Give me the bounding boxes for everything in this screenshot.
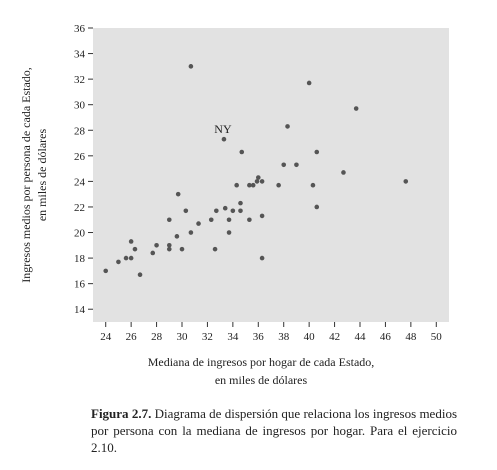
data-point xyxy=(221,136,227,142)
data-point xyxy=(103,268,109,274)
data-point xyxy=(353,106,359,111)
x-axis-title-line-1: Mediana de ingresos por hogar de cada Es… xyxy=(148,355,375,369)
x-tick-label: 30 xyxy=(177,331,189,343)
data-point xyxy=(250,182,256,188)
x-axis-title-line-2: en miles de dólares xyxy=(215,373,308,387)
caption-text: Diagrama de dispersión que relaciona los… xyxy=(91,406,457,455)
y-tick-label: 34 xyxy=(74,49,86,61)
data-point xyxy=(175,191,181,197)
data-point xyxy=(116,259,121,265)
data-point xyxy=(314,149,320,155)
data-point xyxy=(281,162,287,168)
data-point xyxy=(254,179,260,184)
data-point xyxy=(128,255,134,261)
data-point xyxy=(306,80,312,86)
data-point xyxy=(196,221,201,226)
x-tick-label: 42 xyxy=(329,331,340,343)
x-tick-label: 32 xyxy=(202,331,213,343)
y-tick-label: 30 xyxy=(74,100,86,112)
y-axis-title-line-1: Ingresos medios por persona de cada Esta… xyxy=(19,67,33,283)
data-point xyxy=(188,230,194,235)
data-point xyxy=(166,217,172,223)
data-point xyxy=(183,208,189,214)
annotations: NY xyxy=(214,122,232,136)
data-point xyxy=(239,149,245,155)
data-point xyxy=(294,162,299,168)
y-tick-label: 14 xyxy=(74,304,86,316)
data-point xyxy=(259,213,265,219)
data-point xyxy=(226,217,232,223)
y-tick-label: 20 xyxy=(74,228,86,240)
plot-area xyxy=(93,28,449,322)
data-point xyxy=(154,243,159,248)
data-point xyxy=(403,179,409,184)
data-point xyxy=(255,175,261,180)
x-tick-label: 44 xyxy=(355,331,367,343)
data-point xyxy=(314,204,320,210)
x-tick-label: 24 xyxy=(100,331,112,343)
x-tick-label: 34 xyxy=(227,331,239,343)
data-point xyxy=(212,246,218,252)
data-point xyxy=(174,234,180,239)
data-point xyxy=(166,243,172,248)
x-tick-label: 48 xyxy=(405,331,417,343)
data-points xyxy=(103,64,409,278)
data-point xyxy=(230,208,236,214)
data-point xyxy=(247,182,252,188)
data-point xyxy=(259,179,265,184)
y-axis-title-line-2: en miles de dólares xyxy=(35,129,49,222)
y-tick-label: 18 xyxy=(74,253,86,265)
data-point xyxy=(247,217,252,223)
x-tick-label: 36 xyxy=(253,331,265,343)
data-point xyxy=(179,246,185,252)
data-point xyxy=(285,124,290,129)
data-point xyxy=(341,170,346,175)
x-tick-label: 50 xyxy=(431,331,443,343)
x-tick-label: 46 xyxy=(380,331,392,343)
y-tick-label: 28 xyxy=(74,125,86,137)
data-point xyxy=(188,64,194,69)
y-tick-label: 22 xyxy=(74,202,85,214)
y-tick-label: 16 xyxy=(74,279,86,291)
data-point xyxy=(238,208,243,214)
x-tick-label: 26 xyxy=(126,331,138,343)
data-point xyxy=(137,272,143,278)
caption-label: Figura 2.7. xyxy=(91,406,152,421)
scatter-chart: 14 16 18 20 22 24 26 28 30 32 34 36 24 26 28 30 32 34 36 3… xyxy=(19,23,449,387)
data-point xyxy=(259,255,265,261)
data-point xyxy=(276,182,281,188)
data-point xyxy=(132,246,138,252)
data-point xyxy=(226,230,232,235)
data-point xyxy=(123,255,129,261)
point-annotation: NY xyxy=(214,122,232,136)
data-point xyxy=(238,200,243,206)
data-point xyxy=(208,217,214,223)
data-point xyxy=(214,208,219,214)
data-point xyxy=(222,205,228,211)
figure-caption: Figura 2.7. Diagrama de dispersión que r… xyxy=(91,405,457,456)
y-tick-label: 36 xyxy=(74,23,86,35)
data-point xyxy=(150,250,156,256)
data-point xyxy=(166,246,172,252)
y-tick-label: 26 xyxy=(74,151,86,163)
x-tick-label: 28 xyxy=(151,331,163,343)
data-point xyxy=(128,239,134,244)
y-tick-label: 32 xyxy=(74,74,85,86)
y-axis: 14 16 18 20 22 24 26 28 30 32 34 36 xyxy=(74,23,93,316)
x-tick-label: 38 xyxy=(278,331,290,343)
x-axis: 24 26 28 30 32 34 36 38 40 42 44 46 48 50 xyxy=(100,322,442,343)
data-point xyxy=(310,182,316,188)
y-tick-label: 24 xyxy=(74,176,86,188)
data-point xyxy=(234,182,239,188)
x-tick-label: 40 xyxy=(304,331,316,343)
